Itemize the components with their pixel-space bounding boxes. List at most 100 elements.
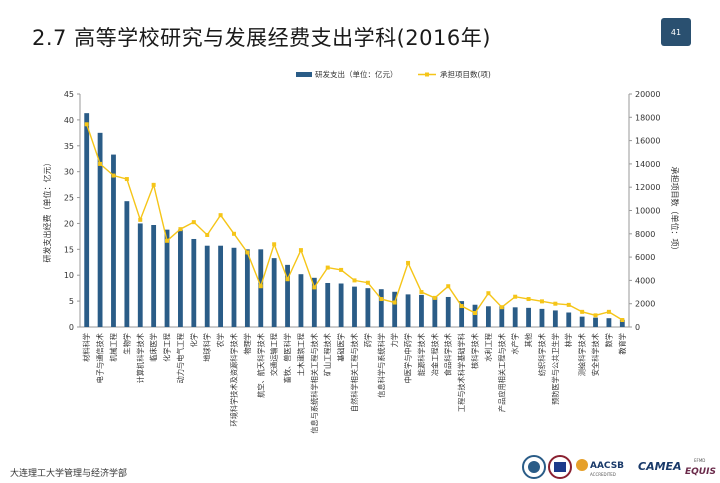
line-point: [432, 295, 437, 300]
line-point: [406, 260, 411, 265]
line-point: [245, 250, 250, 255]
line-point: [446, 284, 451, 289]
x-tick-label: 测绘科学技术: [578, 333, 587, 376]
bar: [499, 306, 505, 327]
x-tick-label: 核科学技术: [471, 333, 480, 369]
line-point: [499, 305, 504, 310]
x-tick-label: 土木建筑工程: [296, 333, 305, 376]
x-tick-label: 畜牧、兽医科学: [283, 333, 292, 383]
y-tick-label: 20: [64, 219, 74, 228]
legend-swatch-bar: [296, 72, 312, 77]
accreditation-logos: AACSB ACCREDITED CAMEA EFMD EQUIS: [522, 455, 716, 479]
x-tick-label: 生物学: [122, 333, 131, 355]
y-tick-label: 5: [69, 297, 74, 306]
x-tick-label: 矿山工程技术: [323, 333, 332, 376]
aacsb-logo: AACSB ACCREDITED: [576, 459, 624, 477]
line-point: [593, 313, 598, 318]
bar: [445, 296, 451, 327]
y-tick-label: 40: [64, 116, 74, 125]
page-number-badge: 41: [661, 18, 691, 46]
bar: [298, 274, 304, 327]
x-tick-label: 农学: [216, 333, 225, 347]
line-point: [566, 302, 571, 307]
legend-label: 研发支出（单位：亿元）: [315, 69, 398, 79]
line-point: [459, 304, 464, 309]
x-tick-label: 水产学: [511, 333, 520, 355]
x-tick-label: 临床医学: [149, 333, 158, 362]
bar: [325, 282, 331, 327]
x-tick-label: 材料科学: [82, 333, 91, 362]
line-point: [124, 177, 129, 182]
x-tick-label: 化学: [189, 333, 198, 347]
line-point: [325, 265, 330, 270]
x-tick-label: 自然科学相关工程与技术: [350, 333, 359, 412]
x-tick-label: 信息与系统科学相关工程与技术: [310, 333, 319, 434]
line-point: [231, 231, 236, 236]
bar: [526, 307, 531, 327]
footer-text: 大连理工大学管理与经济学部: [10, 469, 128, 479]
bar: [151, 224, 157, 327]
university-seal-icon: [522, 455, 546, 479]
x-tick-label: 水利工程: [484, 333, 493, 362]
line-point: [178, 227, 183, 232]
legend-label: 承担项目数(项): [440, 69, 491, 79]
line-point: [365, 280, 370, 285]
x-tick-label: 地球科学: [203, 333, 212, 362]
x-tick-label: 动力与电气工程: [176, 333, 185, 383]
x-tick-label: 产品应用相关工程与技术: [497, 333, 506, 412]
svg-text:AACSB: AACSB: [590, 461, 624, 471]
y-tick-label: 35: [64, 142, 74, 151]
x-tick-label: 电子与通信技术: [96, 333, 105, 383]
bar: [352, 286, 357, 327]
bar: [111, 154, 116, 327]
y-axis-label: 研发支出经费（单位：亿元）: [42, 159, 52, 263]
bar: [244, 249, 250, 327]
line-point: [165, 238, 170, 243]
x-tick-label: 工程与技术科学基础学科: [457, 333, 466, 412]
y2-tick-label: 14000: [635, 160, 660, 169]
x-tick-label: 物理学: [243, 333, 252, 355]
bar: [338, 283, 344, 327]
line-point: [553, 301, 558, 306]
svg-text:ACCREDITED: ACCREDITED: [590, 472, 616, 477]
bar: [311, 277, 317, 327]
y2-tick-label: 4000: [635, 276, 655, 285]
bar: [378, 289, 384, 327]
svg-text:EQUIS: EQUIS: [685, 467, 716, 477]
x-tick-label: 药学: [363, 333, 372, 347]
line-point: [138, 217, 143, 222]
x-tick-label: 林学: [564, 333, 573, 347]
slide-title: 2.7 高等学校研究与发展经费支出学科(2016年): [32, 26, 491, 50]
bar: [218, 245, 224, 327]
line-point: [539, 299, 544, 304]
line-point: [513, 294, 518, 299]
bar: [459, 301, 465, 327]
bar: [365, 288, 371, 327]
bar: [593, 317, 598, 327]
x-tick-label: 交通运输工程: [270, 333, 279, 376]
line-point: [258, 284, 263, 289]
x-tick-label: 冶金工程技术: [430, 333, 439, 376]
x-tick-label: 基础医学: [337, 333, 346, 362]
line-point: [285, 277, 290, 282]
x-tick-label: 安全科学技术: [591, 333, 600, 376]
line-point: [191, 220, 196, 225]
y-tick-label: 10: [64, 271, 74, 280]
bar: [271, 258, 277, 327]
line-point: [580, 309, 585, 314]
bar: [512, 307, 518, 327]
bar: [178, 229, 183, 327]
line-point: [218, 213, 223, 218]
line-point: [379, 297, 384, 302]
x-tick-label: 数学: [604, 333, 613, 347]
bar: [124, 201, 130, 327]
bar: [137, 223, 143, 327]
bar: [485, 306, 491, 327]
line-point: [84, 122, 89, 127]
bar: [164, 229, 170, 327]
y-tick-label: 30: [64, 168, 74, 177]
bar: [472, 304, 478, 327]
bar: [405, 294, 411, 327]
x-tick-label: 信息科学与系统科学: [377, 333, 386, 398]
x-tick-label: 化学工程: [163, 333, 172, 362]
